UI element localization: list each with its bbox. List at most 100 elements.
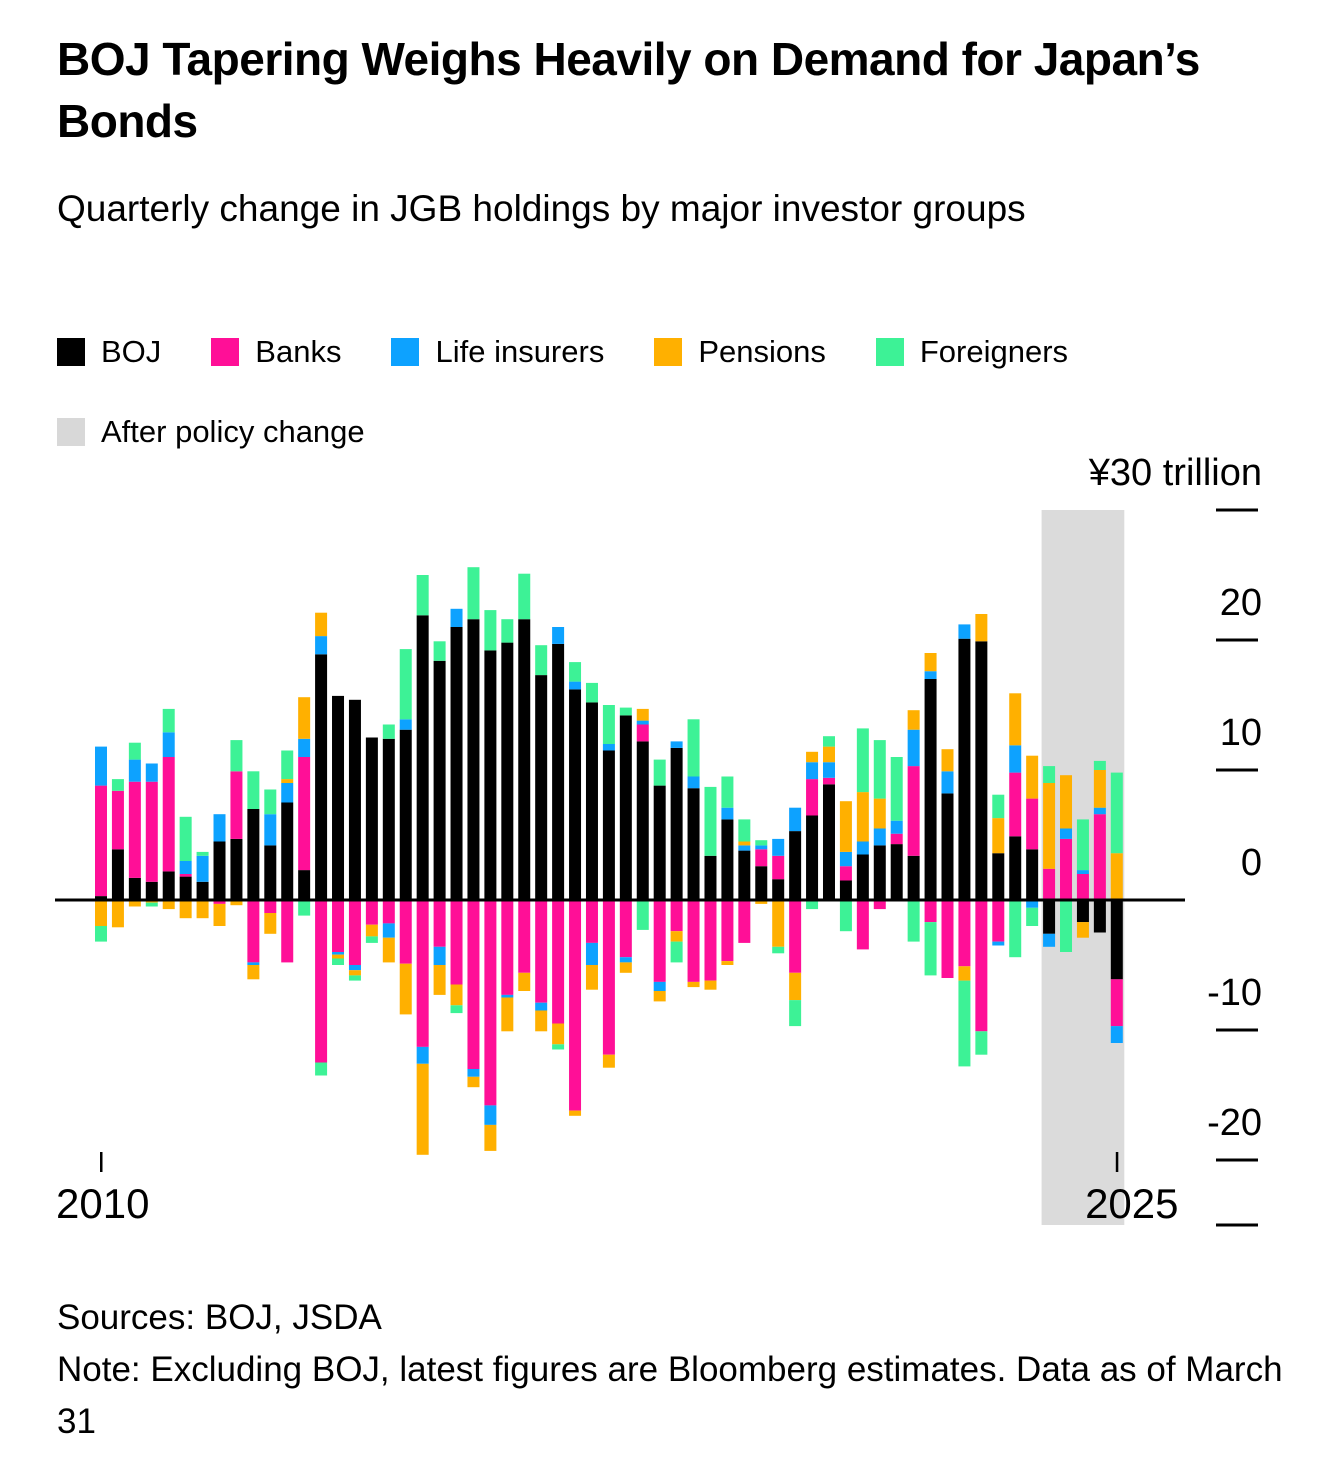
bar-segment-boj-2021Q1 [839, 880, 852, 900]
bar-segment-boj-2012Q4 [281, 802, 294, 900]
bar-segment-boj-2021Q2 [856, 854, 869, 900]
bar-segment-pensions-2024Q2 [1060, 775, 1073, 829]
bar-segment-life-insurers-2020Q4 [822, 762, 835, 778]
bar-segment-life-insurers-2021Q1 [839, 851, 852, 867]
bar-segment-banks-2016Q4 [552, 900, 565, 1024]
bar-segment-boj-2016Q2 [518, 619, 531, 900]
bar-segment-banks-2015Q3 [467, 900, 480, 1069]
bar-segment-boj-2016Q3 [535, 675, 548, 900]
bar-segment-foreigners-2016Q1 [501, 619, 514, 643]
bar-segment-pensions-2017Q2 [585, 965, 598, 990]
bar-segment-boj-2010Q4 [145, 881, 158, 900]
bar-segment-pensions-2010Q3 [128, 900, 141, 907]
y-tick-10 [1216, 768, 1258, 772]
bar-segment-banks-2020Q1 [772, 855, 785, 880]
bar-segment-boj-2019Q1 [704, 855, 717, 900]
bar-segment-foreigners-2022Q4 [958, 980, 971, 1067]
bar-segment-foreigners-2010Q4 [145, 902, 158, 907]
bar-segment-boj-2012Q3 [264, 845, 277, 900]
bar-segment-boj-2021Q3 [873, 845, 886, 900]
bar-segment-pensions-2013Q3 [332, 954, 345, 959]
bar-segment-foreigners-2011Q1 [162, 708, 175, 733]
bar-segment-banks-2023Q1 [975, 900, 988, 1032]
bar-segment-foreigners-2013Q4 [348, 975, 361, 981]
bar-segment-foreigners-2018Q1 [636, 900, 649, 930]
bar-segment-pensions-2013Q2 [315, 612, 328, 637]
bar-segment-foreigners-2015Q4 [484, 610, 497, 651]
legend-label: BOJ [101, 334, 162, 369]
bar-segment-life-insurers-2011Q2 [179, 861, 192, 874]
bar-segment-boj-2022Q4 [958, 638, 971, 900]
y-tick--20 [1216, 1158, 1258, 1162]
bar-segment-banks-2012Q2 [247, 900, 260, 963]
bar-segment-banks-2019Q4 [755, 849, 768, 867]
bar-segment-banks-2012Q3 [264, 900, 277, 913]
bar-segment-life-insurers-2023Q2 [992, 941, 1005, 946]
bar-segment-life-insurers-2013Q3 [332, 952, 345, 955]
bar-segment-banks-2017Q3 [602, 900, 615, 1055]
bar-segment-foreigners-2014Q2 [382, 724, 395, 739]
bar-segment-pensions-2011Q4 [213, 903, 226, 926]
bar-segment-boj-2020Q4 [822, 784, 835, 900]
bar-segment-boj-2025Q1 [1110, 900, 1123, 980]
y-tick-label-0: 0 [1241, 842, 1262, 884]
y-tick--10 [1216, 1028, 1258, 1032]
bar-segment-banks-2015Q2 [450, 900, 463, 985]
bar-segment-life-insurers-2010Q4 [145, 763, 158, 782]
bar-segment-foreigners-2020Q2 [789, 1000, 802, 1027]
bar-segment-foreigners-2013Q3 [332, 958, 345, 965]
bar-segment-foreigners-2012Q1 [230, 740, 243, 772]
bar-segment-banks-2016Q3 [535, 900, 548, 1003]
bar-segment-banks-2014Q4 [416, 900, 429, 1047]
bar-segment-life-insurers-2025Q1 [1110, 1026, 1123, 1043]
bar-segment-banks-2021Q2 [856, 900, 869, 950]
legend-row: BOJ Banks Life insurers Pensions Foreigners A… [57, 334, 1277, 472]
bar-segment-pensions-2020Q1 [772, 900, 785, 947]
bar-segment-boj-2016Q4 [552, 643, 565, 900]
bar-segment-foreigners-2025Q1 [1110, 772, 1123, 854]
bar-segment-pensions-2014Q3 [399, 963, 412, 1015]
bar-segment-pensions-2013Q1 [298, 697, 311, 739]
bar-segment-banks-2010Q2 [111, 790, 124, 850]
bar-segment-boj-2014Q4 [416, 615, 429, 900]
x-tick-2010 [100, 1152, 103, 1172]
bar-segment-foreigners-2013Q1 [298, 900, 311, 916]
bar-segment-life-insurers-2024Q1 [1043, 933, 1056, 947]
x-tick-label-2010: 2010 [56, 1180, 149, 1227]
bar-segment-pensions-2021Q3 [873, 798, 886, 829]
chart-subtitle: Quarterly change in JGB holdings by majo… [57, 188, 1026, 229]
bar-segment-foreigners-2018Q4 [687, 719, 700, 777]
bar-segment-life-insurers-2015Q2 [450, 608, 463, 627]
bar-segment-foreigners-2016Q4 [552, 1044, 565, 1050]
legend-item-after-policy-change: After policy change [57, 414, 1277, 450]
bar-segment-life-insurers-2018Q1 [636, 720, 649, 725]
bar-segment-foreigners-2021Q1 [839, 900, 852, 932]
bar-segment-foreigners-2017Q2 [585, 682, 598, 703]
chart-footnotes: Sources: BOJ, JSDA Note: Excluding BOJ, … [57, 1292, 1307, 1447]
bar-segment-foreigners-2021Q3 [873, 740, 886, 799]
legend-swatch [875, 338, 904, 366]
bar-segment-foreigners-2011Q2 [179, 816, 192, 861]
bar-segment-pensions-2018Q1 [636, 708, 649, 721]
bar-segment-banks-2019Q2 [721, 900, 734, 962]
bar-segment-pensions-2019Q2 [721, 961, 734, 965]
bar-segment-pensions-2016Q1 [501, 997, 514, 1032]
bar-segment-life-insurers-2011Q4 [213, 814, 226, 842]
bar-segment-foreigners-2012Q2 [247, 771, 260, 809]
bar-segment-pensions-2021Q1 [839, 801, 852, 852]
bar-segment-banks-2022Q4 [958, 900, 971, 967]
bar-segment-life-insurers-2022Q4 [958, 624, 971, 639]
bar-segment-boj-2014Q1 [365, 737, 378, 900]
bar-segment-foreigners-2019Q1 [704, 786, 717, 856]
bar-segment-foreigners-2014Q1 [365, 936, 378, 943]
bar-segment-life-insurers-2021Q3 [873, 828, 886, 846]
bar-segment-life-insurers-2024Q4 [1093, 807, 1106, 815]
bar-segment-banks-2014Q3 [399, 900, 412, 964]
bar-segment-boj-2010Q1 [95, 896, 107, 900]
bar-segment-foreigners-2023Q2 [992, 794, 1005, 819]
bar-segment-foreigners-2013Q2 [315, 1062, 328, 1076]
bar-segment-life-insurers-2014Q2 [382, 923, 395, 938]
bar-segment-boj-2013Q3 [332, 695, 345, 900]
bar-segment-pensions-2019Q4 [755, 900, 768, 904]
